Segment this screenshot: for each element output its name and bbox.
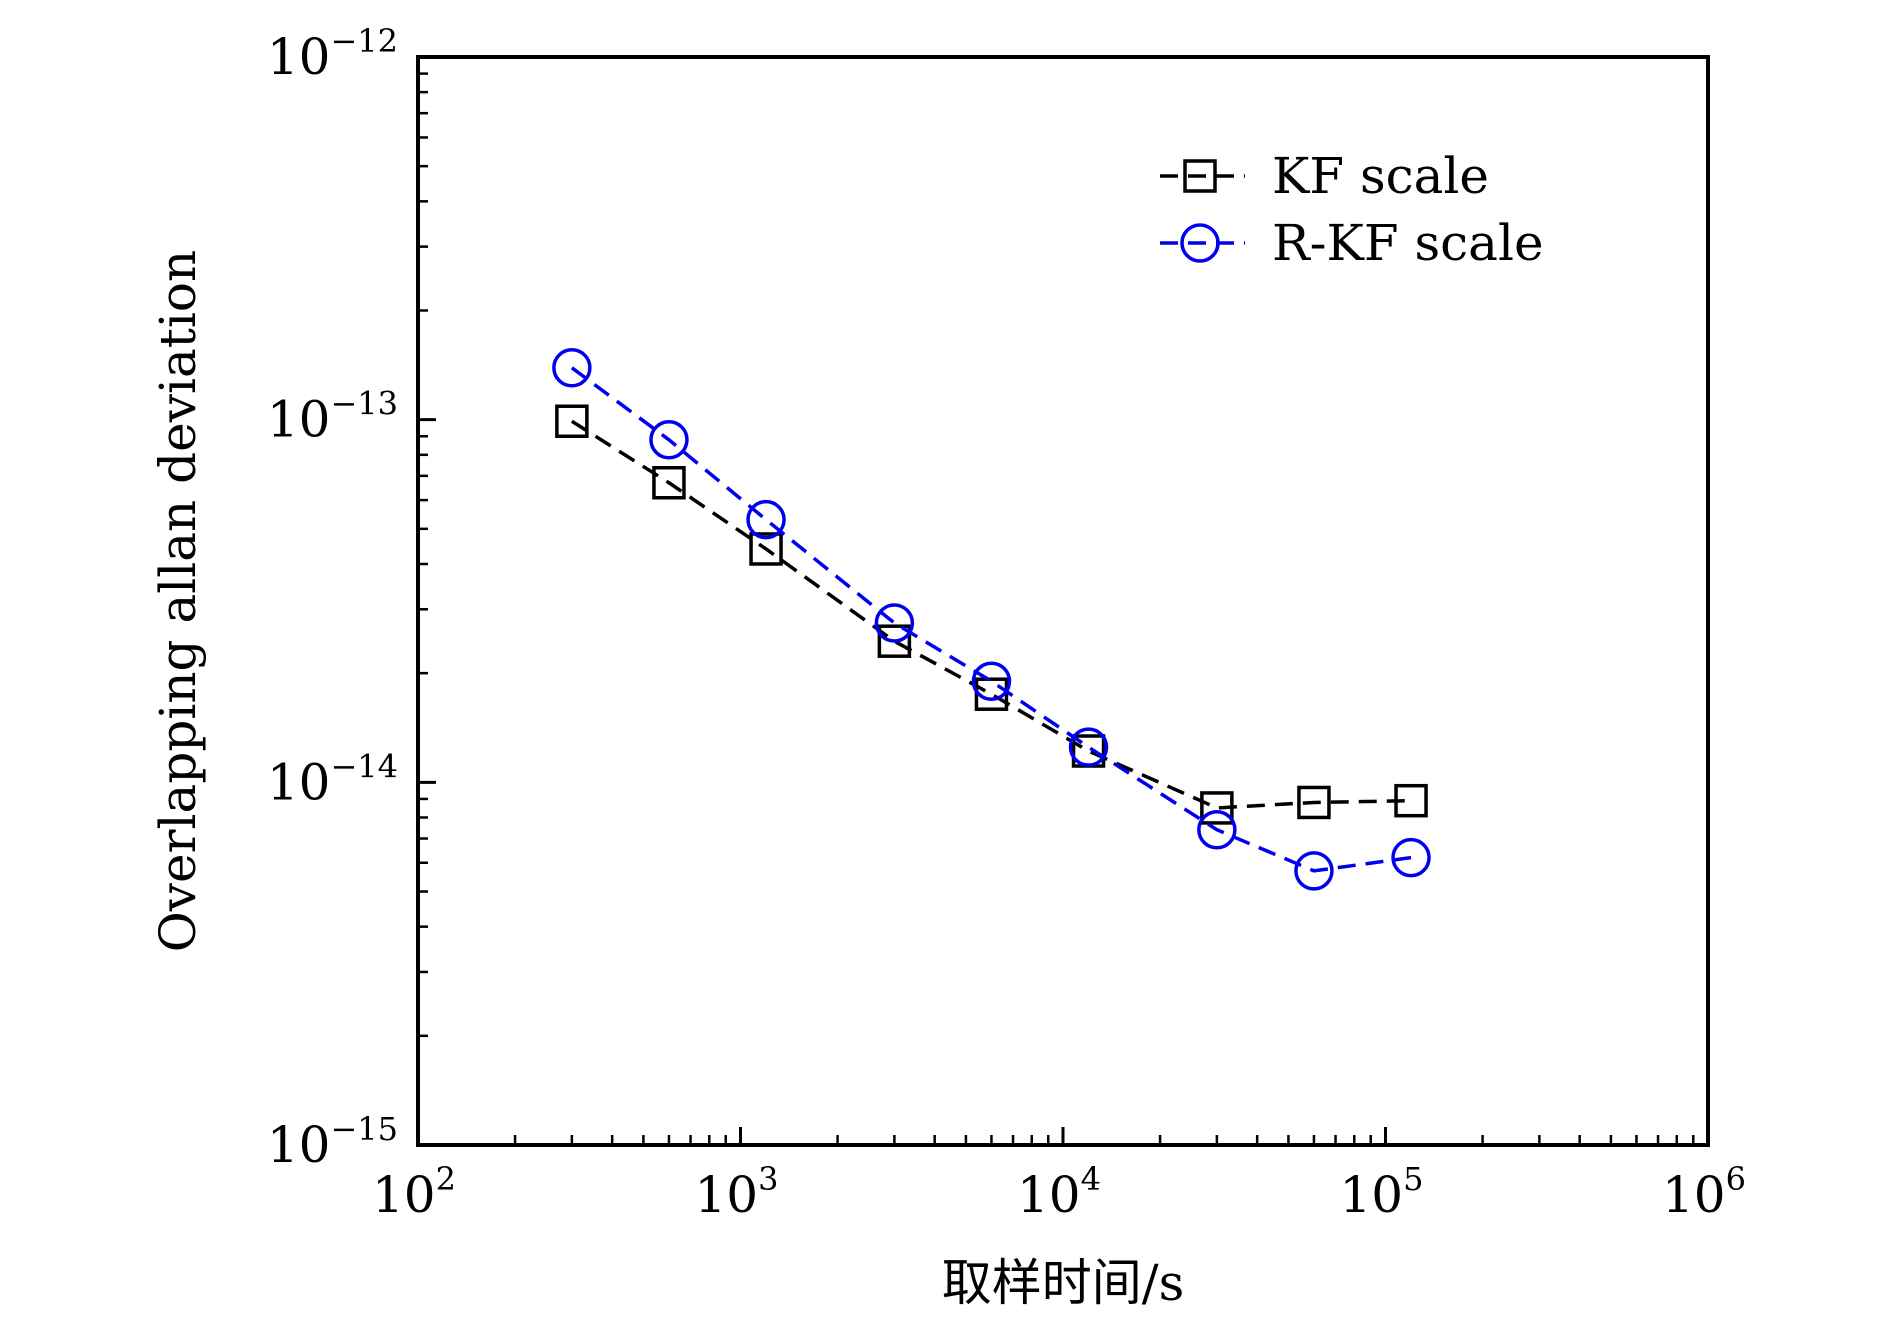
- x-axis-title: 取样时间/s: [942, 1254, 1185, 1312]
- y-axis-title: Overlapping allan deviation: [149, 250, 207, 952]
- data-point: [874, 603, 915, 643]
- data-point: [971, 661, 1012, 701]
- legend-marker: [1183, 159, 1217, 193]
- data-point: [1394, 783, 1428, 818]
- legend: KF scale R-KF scale: [1160, 147, 1544, 272]
- x-tick-label: 104: [1017, 1160, 1101, 1224]
- data-point: [552, 348, 592, 388]
- data-point: [974, 677, 1009, 711]
- y-tick-label: 10−14: [267, 747, 398, 811]
- x-tick-label: 103: [695, 1160, 779, 1224]
- y-tick-label: 10−13: [267, 385, 398, 449]
- series-line: [570, 366, 1412, 873]
- x-tick-labels: 102 103 104 105 106: [372, 1160, 1746, 1224]
- legend-marker: [1180, 223, 1220, 263]
- data-point: [1200, 791, 1234, 825]
- plot-frame: [416, 55, 1710, 1147]
- x-tick-label: 106: [1662, 1160, 1746, 1224]
- legend-label: R-KF scale: [1272, 214, 1544, 272]
- data-point: [749, 532, 783, 566]
- data-point: [746, 499, 786, 540]
- series-line: [570, 419, 1412, 810]
- data-point: [1197, 810, 1237, 850]
- data-point: [1294, 851, 1334, 891]
- legend-label: KF scale: [1272, 147, 1489, 205]
- data-point: [1068, 727, 1109, 767]
- data-point: [1297, 785, 1331, 820]
- x-tick-label: 105: [1340, 1160, 1424, 1224]
- data-point: [555, 404, 589, 438]
- series-kf-scale: [555, 404, 1428, 825]
- data-point: [652, 465, 686, 500]
- data-point: [877, 624, 912, 658]
- x-tick-label: 102: [372, 1160, 456, 1224]
- series-r-kf-scale: [552, 348, 1431, 891]
- data-point: [1391, 837, 1431, 878]
- y-tick-label: 10−12: [267, 22, 398, 86]
- data-point: [649, 420, 689, 460]
- y-tick-label: 10−15: [267, 1110, 398, 1174]
- series-layer: [552, 348, 1431, 891]
- y-tick-labels: 10−15 10−14 10−13 10−12: [267, 22, 398, 1174]
